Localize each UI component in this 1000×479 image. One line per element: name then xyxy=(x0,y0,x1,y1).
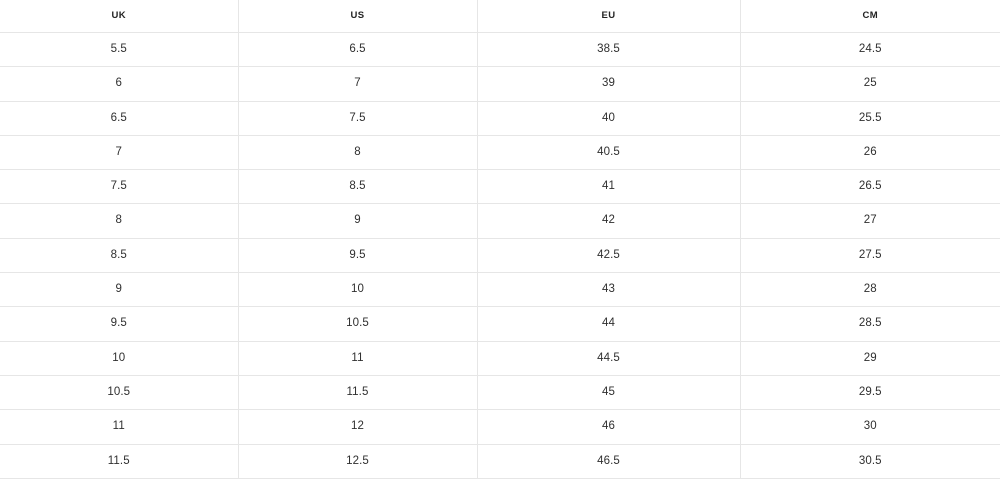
table-cell-eu: 39 xyxy=(477,66,741,102)
table-cell-eu: 40.5 xyxy=(477,135,741,171)
table-cell-uk: 9 xyxy=(0,272,239,308)
table-cell-us: 7 xyxy=(238,66,478,102)
table-cell-cm: 27 xyxy=(740,203,1000,239)
table-cell-cm: 30 xyxy=(740,409,1000,445)
table-row: 5.5 6.5 38.5 24.5 xyxy=(0,32,1000,68)
table-cell-cm: 26 xyxy=(740,135,1000,171)
table-cell-cm: 26.5 xyxy=(740,169,1000,205)
table-cell-uk: 8.5 xyxy=(0,238,239,274)
table-cell-us: 9 xyxy=(238,203,478,239)
table-row: 6 7 39 25 xyxy=(0,66,1000,102)
table-cell-eu: 44.5 xyxy=(477,341,741,376)
table-cell-us: 7.5 xyxy=(238,101,478,136)
table-cell-eu: 43 xyxy=(477,272,741,308)
column-header-eu: EU xyxy=(477,0,741,33)
table-cell-eu: 46.5 xyxy=(477,444,741,479)
table-cell-uk: 11 xyxy=(0,409,239,445)
table-cell-eu: 44 xyxy=(477,306,741,342)
table-row: 8 9 42 27 xyxy=(0,203,1000,239)
table-cell-eu: 42 xyxy=(477,203,741,239)
table-cell-eu: 46 xyxy=(477,409,741,445)
table-cell-cm: 27.5 xyxy=(740,238,1000,274)
table-cell-uk: 7 xyxy=(0,135,239,171)
table-cell-uk: 11.5 xyxy=(0,444,239,479)
table-cell-uk: 8 xyxy=(0,203,239,239)
table-cell-us: 12 xyxy=(238,409,478,445)
table-row: 8.5 9.5 42.5 27.5 xyxy=(0,238,1000,274)
table-cell-cm: 30.5 xyxy=(740,444,1000,479)
table-cell-cm: 28 xyxy=(740,272,1000,308)
table-row: 10 11 44.5 29 xyxy=(0,341,1000,376)
table-cell-us: 10 xyxy=(238,272,478,308)
table-cell-eu: 40 xyxy=(477,101,741,136)
table-cell-cm: 24.5 xyxy=(740,32,1000,68)
table-row: 10.5 11.5 45 29.5 xyxy=(0,375,1000,411)
table-cell-uk: 10 xyxy=(0,341,239,376)
table-cell-us: 11 xyxy=(238,341,478,376)
table-row: 11.5 12.5 46.5 30.5 xyxy=(0,444,1000,479)
table-cell-uk: 6.5 xyxy=(0,101,239,136)
table-cell-us: 11.5 xyxy=(238,375,478,411)
table-row: 9.5 10.5 44 28.5 xyxy=(0,306,1000,342)
table-cell-us: 10.5 xyxy=(238,306,478,342)
table-header-row: UK US EU CM xyxy=(0,0,1000,33)
table-row: 11 12 46 30 xyxy=(0,409,1000,445)
table-cell-eu: 45 xyxy=(477,375,741,411)
table-cell-us: 12.5 xyxy=(238,444,478,479)
table-cell-uk: 6 xyxy=(0,66,239,102)
table-cell-us: 8 xyxy=(238,135,478,171)
table-cell-cm: 25.5 xyxy=(740,101,1000,136)
table-cell-eu: 41 xyxy=(477,169,741,205)
table-cell-uk: 9.5 xyxy=(0,306,239,342)
table-cell-us: 6.5 xyxy=(238,32,478,68)
table-header: UK US EU CM xyxy=(0,0,1000,33)
table-cell-us: 8.5 xyxy=(238,169,478,205)
table-body: 5.5 6.5 38.5 24.5 6 7 39 25 6.5 7.5 40 25.5 7 8 40.5 26… xyxy=(0,32,1000,479)
table-row: 9 10 43 28 xyxy=(0,272,1000,308)
column-header-cm: CM xyxy=(740,0,1000,33)
table-cell-eu: 38.5 xyxy=(477,32,741,68)
column-header-us: US xyxy=(238,0,478,33)
table-row: 7 8 40.5 26 xyxy=(0,135,1000,171)
column-header-uk: UK xyxy=(0,0,239,33)
table-cell-uk: 10.5 xyxy=(0,375,239,411)
table-cell-cm: 29.5 xyxy=(740,375,1000,411)
table-cell-uk: 7.5 xyxy=(0,169,239,205)
table-cell-eu: 42.5 xyxy=(477,238,741,274)
table-cell-cm: 29 xyxy=(740,341,1000,376)
table-cell-uk: 5.5 xyxy=(0,32,239,68)
table-cell-cm: 28.5 xyxy=(740,306,1000,342)
table-row: 7.5 8.5 41 26.5 xyxy=(0,169,1000,205)
table-cell-us: 9.5 xyxy=(238,238,478,274)
table-row: 6.5 7.5 40 25.5 xyxy=(0,101,1000,136)
table-cell-cm: 25 xyxy=(740,66,1000,102)
